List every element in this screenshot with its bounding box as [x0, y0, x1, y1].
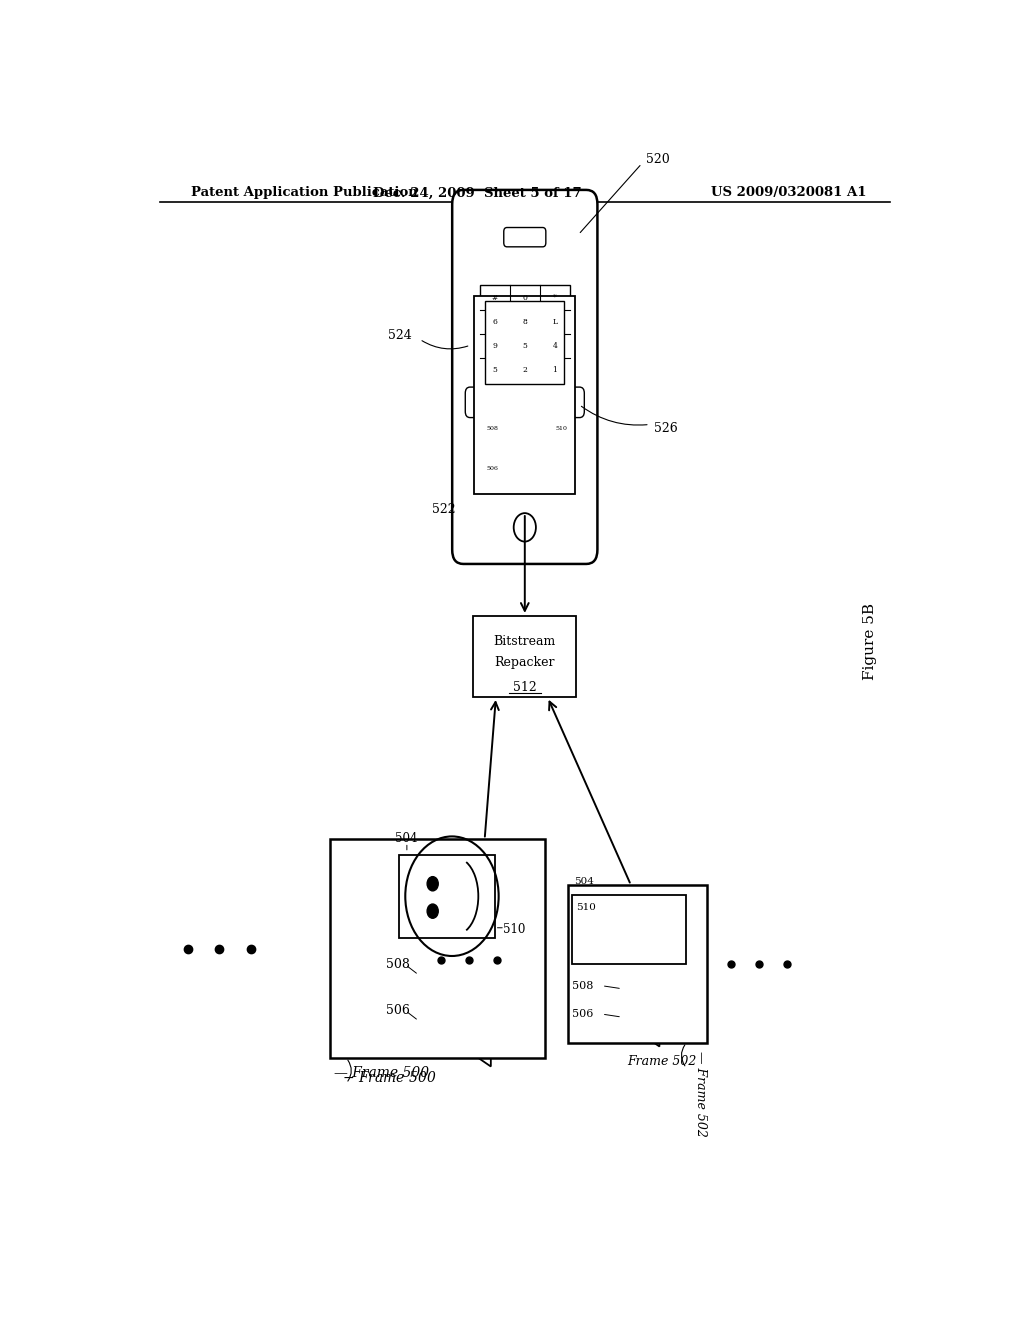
Text: Frame 502: Frame 502 [627, 1055, 696, 1068]
Text: 512: 512 [513, 681, 537, 694]
Text: 520: 520 [646, 153, 670, 166]
Text: L: L [553, 318, 557, 326]
Circle shape [629, 935, 633, 940]
Bar [479, 285, 570, 381]
Text: 0: 0 [522, 293, 527, 301]
Text: 506: 506 [386, 1005, 410, 1018]
Text: 508: 508 [572, 981, 594, 991]
Text: 510: 510 [577, 903, 596, 912]
Text: 522: 522 [432, 503, 456, 516]
Text: 526: 526 [653, 422, 678, 434]
Bar [485, 301, 564, 384]
Text: #: # [492, 293, 498, 301]
Text: — Frame 502: — Frame 502 [694, 1051, 708, 1137]
FancyBboxPatch shape [548, 387, 585, 417]
Polygon shape [613, 960, 663, 1020]
Text: *: * [553, 293, 557, 301]
Polygon shape [403, 912, 498, 1026]
Polygon shape [624, 998, 659, 1047]
Text: Dec. 24, 2009  Sheet 5 of 17: Dec. 24, 2009 Sheet 5 of 17 [373, 186, 582, 199]
Text: US 2009/0320081 A1: US 2009/0320081 A1 [711, 186, 866, 199]
Text: 506: 506 [572, 1008, 594, 1019]
Bar [568, 886, 708, 1043]
Text: 510: 510 [555, 426, 567, 430]
Text: 5: 5 [493, 366, 497, 374]
Polygon shape [519, 449, 547, 487]
Bar [474, 296, 575, 494]
Text: Figure 5B: Figure 5B [863, 603, 877, 680]
FancyBboxPatch shape [504, 227, 546, 247]
FancyBboxPatch shape [507, 387, 543, 417]
Text: 1: 1 [553, 366, 557, 374]
Text: 8: 8 [522, 318, 527, 326]
Text: $\mathdefault{-}$ Frame 500: $\mathdefault{-}$ Frame 500 [342, 1071, 436, 1085]
Text: Repacker: Repacker [495, 656, 555, 669]
Text: Bitstream: Bitstream [494, 635, 556, 648]
Circle shape [427, 904, 438, 919]
Polygon shape [424, 975, 490, 1067]
Text: 508: 508 [386, 958, 410, 972]
Text: — Frame 500: — Frame 500 [334, 1067, 429, 1080]
Circle shape [629, 919, 633, 924]
Text: 508: 508 [486, 426, 499, 430]
Text: 9: 9 [493, 342, 497, 350]
Text: 4: 4 [553, 342, 557, 350]
Text: 524: 524 [388, 329, 412, 342]
Text: 6: 6 [493, 318, 497, 326]
Bar [331, 840, 545, 1057]
FancyBboxPatch shape [453, 190, 597, 564]
Text: 504: 504 [574, 878, 594, 887]
Circle shape [510, 329, 516, 335]
Circle shape [510, 348, 516, 356]
FancyBboxPatch shape [465, 387, 502, 417]
Bar [572, 895, 686, 964]
Text: 506: 506 [486, 466, 499, 470]
Text: 5: 5 [522, 342, 527, 350]
Bar [399, 854, 496, 937]
Polygon shape [512, 404, 548, 449]
Text: 504: 504 [395, 832, 418, 845]
Text: 2: 2 [522, 366, 527, 374]
Bar [473, 615, 577, 697]
Text: Patent Application Publication: Patent Application Publication [191, 186, 418, 199]
Text: 510: 510 [503, 923, 525, 936]
Circle shape [427, 876, 438, 891]
